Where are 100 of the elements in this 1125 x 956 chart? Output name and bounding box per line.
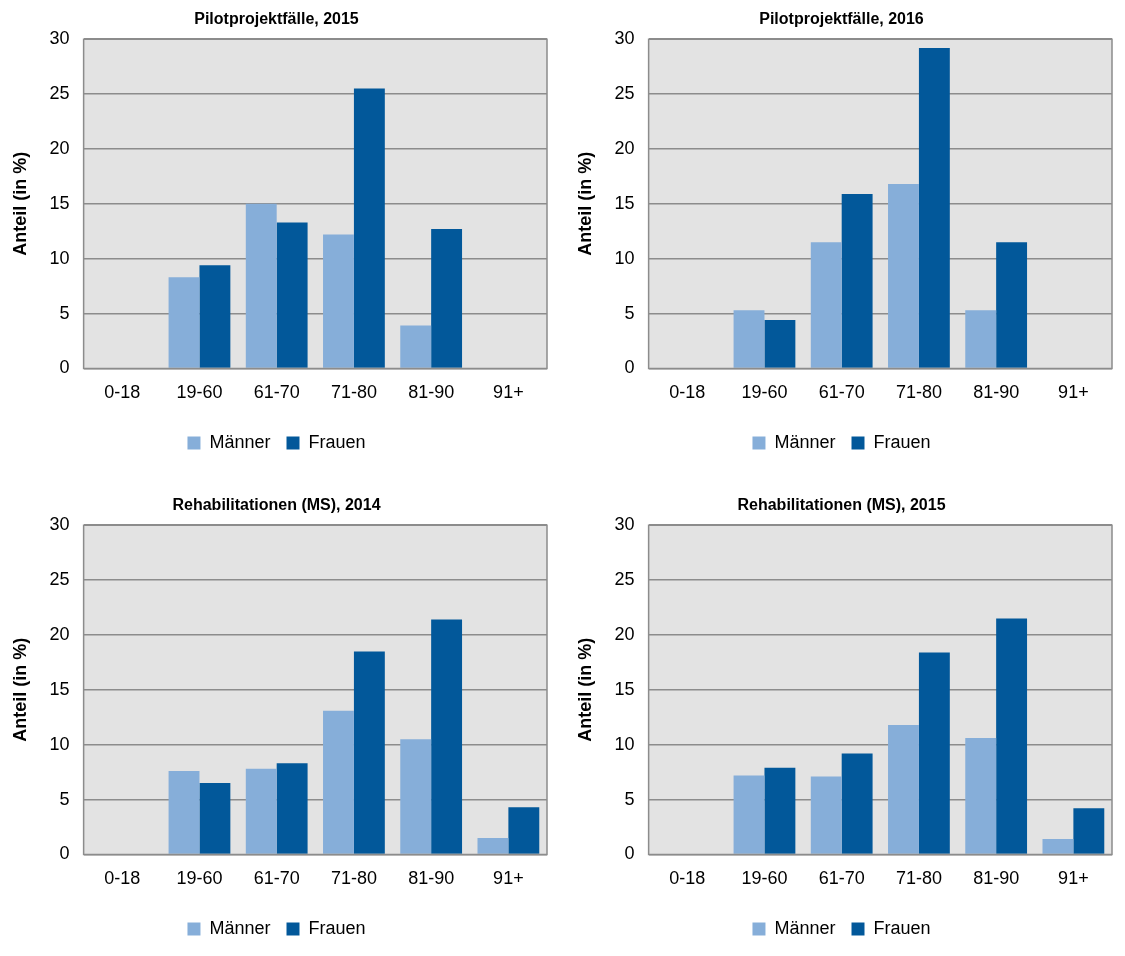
- y-tick-label: 10: [49, 247, 70, 268]
- x-tick-label: 91+: [1058, 382, 1089, 403]
- bar: [810, 242, 842, 368]
- y-tick-label: 30: [614, 28, 635, 49]
- y-tick-label: 15: [614, 192, 635, 213]
- y-tick-label: 5: [59, 788, 70, 809]
- y-axis-title: Anteil (in %): [9, 637, 30, 742]
- y-axis-title: Anteil (in %): [9, 151, 30, 256]
- bar: [353, 88, 385, 368]
- bar: [400, 325, 432, 368]
- y-tick-label: 25: [49, 569, 70, 590]
- bar: [733, 775, 765, 854]
- y-tick-label: 10: [614, 247, 635, 268]
- x-tick-label: 91+: [493, 868, 524, 889]
- bar: [276, 763, 308, 854]
- x-tick-label: 61-70: [818, 868, 865, 889]
- bar: [431, 229, 463, 368]
- x-tick-label: 0-18: [669, 868, 706, 889]
- bar: [245, 203, 277, 368]
- y-tick-label: 20: [614, 623, 635, 644]
- bar: [276, 222, 308, 368]
- bar: [323, 710, 354, 854]
- bar: [431, 619, 463, 854]
- bar: [841, 193, 873, 368]
- bar: [888, 724, 919, 854]
- bar: [764, 320, 796, 368]
- bar: [965, 738, 997, 854]
- x-tick-label: 71-80: [895, 868, 942, 889]
- y-tick-label: 30: [49, 28, 70, 49]
- legend-label: Männer: [209, 917, 271, 938]
- y-tick-label: 0: [59, 843, 70, 864]
- x-tick-label: 91+: [1058, 868, 1089, 889]
- y-tick-label: 15: [614, 678, 635, 699]
- y-tick-label: 5: [624, 302, 635, 323]
- legend-label: Frauen: [308, 917, 366, 938]
- y-tick-label: 25: [49, 83, 70, 104]
- bar: [810, 776, 842, 854]
- x-tick-label: 19-60: [176, 868, 223, 889]
- y-axis-title: Anteil (in %): [574, 151, 595, 256]
- x-tick-label: 0-18: [669, 382, 706, 403]
- bar: [996, 618, 1028, 854]
- legend-label: Frauen: [308, 431, 366, 452]
- y-tick-label: 15: [49, 678, 70, 699]
- chart-title: Pilotprojektfälle, 2016: [759, 10, 924, 28]
- x-tick-label: 71-80: [330, 382, 377, 403]
- y-tick-label: 25: [614, 83, 635, 104]
- bar: [918, 652, 950, 854]
- bar: [400, 739, 432, 854]
- bar: [245, 768, 277, 854]
- bar: [168, 277, 200, 368]
- x-tick-label: 0-18: [104, 382, 141, 403]
- x-tick-label: 19-60: [741, 868, 788, 889]
- bar: [477, 837, 509, 854]
- bar: [888, 184, 919, 368]
- bar: [1073, 808, 1105, 854]
- x-tick-label: 81-90: [973, 868, 1020, 889]
- bar: [996, 242, 1028, 368]
- chart-title: Rehabilitationen (MS), 2015: [737, 496, 946, 514]
- y-tick-label: 30: [614, 514, 635, 535]
- bar: [199, 265, 231, 368]
- bar: [841, 753, 873, 854]
- legend-label: Frauen: [873, 917, 931, 938]
- y-tick-label: 0: [624, 357, 635, 378]
- bar: [168, 771, 200, 854]
- y-tick-label: 10: [49, 733, 70, 754]
- x-tick-label: 81-90: [408, 382, 455, 403]
- y-tick-label: 5: [624, 788, 635, 809]
- x-tick-label: 71-80: [330, 868, 377, 889]
- legend-label: Männer: [774, 431, 836, 452]
- chart-title: Rehabilitationen (MS), 2014: [172, 496, 381, 514]
- x-tick-label: 19-60: [741, 382, 788, 403]
- x-tick-label: 61-70: [253, 868, 300, 889]
- y-tick-label: 20: [49, 623, 70, 644]
- bar: [353, 651, 385, 854]
- x-tick-label: 0-18: [104, 868, 141, 889]
- legend-label: Männer: [209, 431, 271, 452]
- x-tick-label: 61-70: [253, 382, 300, 403]
- y-tick-label: 20: [614, 137, 635, 158]
- chart-title: Pilotprojektfälle, 2015: [194, 10, 359, 28]
- legend-label: Männer: [774, 917, 836, 938]
- bar: [965, 310, 997, 368]
- bar: [199, 783, 231, 854]
- x-tick-label: 91+: [493, 382, 524, 403]
- legend-label: Frauen: [873, 431, 931, 452]
- y-tick-label: 5: [59, 302, 70, 323]
- bar: [1042, 839, 1074, 854]
- y-tick-label: 15: [49, 192, 70, 213]
- bar: [508, 807, 540, 854]
- bar: [323, 234, 354, 368]
- y-tick-label: 25: [614, 569, 635, 590]
- bar: [733, 310, 765, 368]
- x-tick-label: 81-90: [973, 382, 1020, 403]
- x-tick-label: 71-80: [895, 382, 942, 403]
- x-tick-label: 61-70: [818, 382, 865, 403]
- y-tick-label: 20: [49, 137, 70, 158]
- y-tick-label: 0: [59, 357, 70, 378]
- x-tick-label: 19-60: [176, 382, 223, 403]
- x-tick-label: 81-90: [408, 868, 455, 889]
- y-axis-title: Anteil (in %): [574, 637, 595, 742]
- y-tick-label: 10: [614, 733, 635, 754]
